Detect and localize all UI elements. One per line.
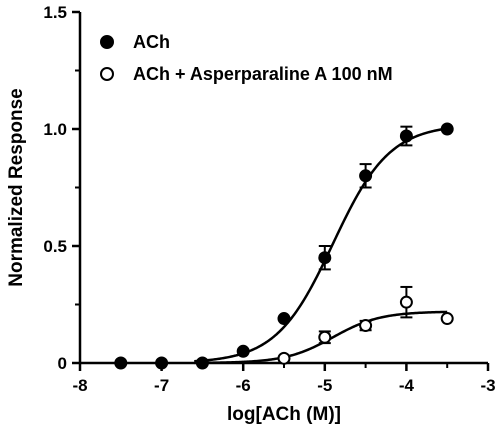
data-point-series-0 <box>195 356 209 370</box>
legend-marker-series-1 <box>100 67 114 81</box>
data-point-series-1 <box>318 330 332 344</box>
x-tick-label: -3 <box>480 376 495 395</box>
data-point-series-0 <box>440 122 454 136</box>
y-tick-label: 0 <box>58 354 67 373</box>
fit-curve-series-0 <box>194 127 448 363</box>
axes: 0 0.5 1.0 1.5 -8 -7 -6 -5 -4 -3 log[ACh (M)] Normal… <box>6 3 496 425</box>
legend-label-series-0: ACh <box>133 32 170 52</box>
x-tick-label: -6 <box>236 376 251 395</box>
y-tick-label: 1.5 <box>43 3 67 22</box>
y-tick-label: 1.0 <box>43 120 67 139</box>
x-tick-label: -5 <box>317 376 332 395</box>
data-point-series-0 <box>114 356 128 370</box>
data-point-series-0 <box>318 251 332 265</box>
data-point-series-0 <box>277 312 291 326</box>
data-point-series-1 <box>440 312 454 326</box>
x-tick-label: -7 <box>154 376 169 395</box>
y-tick-label: 0.5 <box>43 237 67 256</box>
x-tick-label: -8 <box>72 376 87 395</box>
data-point-series-1 <box>277 351 291 365</box>
data-point-series-0 <box>155 356 169 370</box>
data-point-series-0 <box>236 344 250 358</box>
x-axis-title: log[ACh (M)] <box>227 404 341 425</box>
data-point-series-1 <box>359 319 373 333</box>
data-point-series-0 <box>399 129 413 143</box>
data-marks <box>114 122 454 370</box>
legend-marker-series-0 <box>100 35 114 49</box>
y-axis-title: Normalized Response <box>6 88 27 287</box>
data-point-series-1 <box>399 295 413 309</box>
legend: ACh ACh + Asperparaline A 100 nM <box>100 32 393 84</box>
data-point-series-0 <box>359 169 373 183</box>
x-tick-label: -4 <box>399 376 415 395</box>
legend-label-series-1: ACh + Asperparaline A 100 nM <box>133 64 393 84</box>
